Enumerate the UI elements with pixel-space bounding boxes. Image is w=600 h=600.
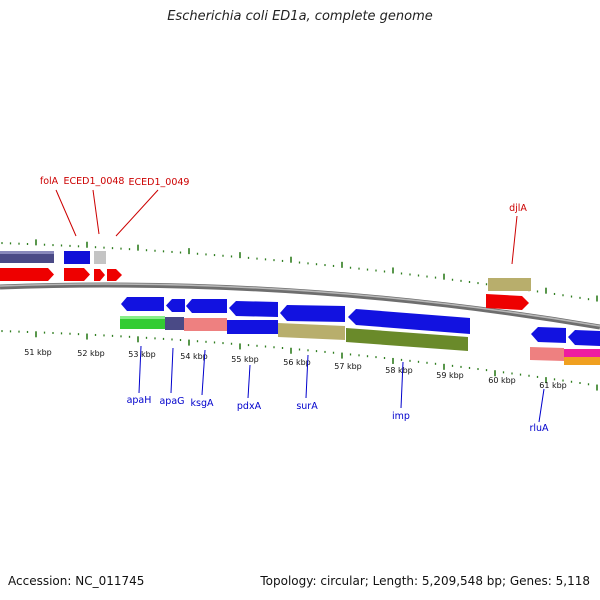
axis-label-51: 51 kbp: [24, 348, 52, 357]
gene-arrow-rluA-a: [531, 327, 566, 343]
gene-block-khaki-djla: [488, 278, 531, 291]
cat-green: [120, 316, 165, 329]
gene-block-gray-left: [94, 251, 106, 264]
gene-arrow-ECED1_0048: [94, 269, 105, 281]
axis-label-58: 58 kbp: [385, 366, 413, 375]
gene-label-djlA: djlA: [509, 203, 527, 214]
axis-label-57: 57 kbp: [334, 362, 362, 371]
gene-arrow-djlA: [486, 294, 529, 310]
gene-arrow-pdxA: [229, 301, 278, 317]
gene-arrow-folA: [64, 268, 90, 281]
accession-text: Accession: NC_011745: [8, 574, 145, 588]
gene-label-ksgA: ksgA: [191, 398, 214, 409]
gene-label-apaG: apaG: [159, 396, 184, 407]
lower-tick-marks: [1, 330, 598, 391]
gene-block-blue-left: [64, 251, 90, 264]
cat-orange: [564, 357, 600, 365]
gene-label-ECED1_0048: ECED1_0048: [64, 176, 125, 187]
gene-arrow-apaH: [121, 297, 164, 311]
cat-purple: [165, 317, 184, 330]
axis-label-54: 54 kbp: [180, 352, 208, 361]
gene-label-ECED1_0049: ECED1_0049: [129, 177, 190, 188]
cat-blue: [227, 320, 278, 334]
gene-label-rluA: rluA: [529, 423, 549, 434]
kbp-axis-labels: 51 kbp 52 kbp 53 kbp 54 kbp 55 kbp 56 kb…: [24, 348, 567, 390]
gene-arrow-red-left: [0, 268, 54, 281]
axis-label-52: 52 kbp: [77, 349, 105, 358]
upper-tick-marks: [1, 239, 598, 302]
top-gene-labels: folA ECED1_0048 ECED1_0049 djlA: [40, 176, 527, 265]
reverse-gene-lane: [121, 297, 600, 346]
gene-arrow-ECED1_0049: [107, 269, 122, 281]
axis-label-61: 61 kbp: [539, 381, 567, 390]
cat-salmon: [184, 318, 227, 331]
topology-text: Topology: circular; Length: 5,209,548 bp…: [260, 574, 590, 588]
gene-label-imp: imp: [392, 411, 410, 422]
axis-label-55: 55 kbp: [231, 355, 259, 364]
forward-upper-lane: [0, 251, 531, 291]
cat-khaki: [278, 323, 345, 340]
axis-label-56: 56 kbp: [283, 358, 311, 367]
axis-label-59: 59 kbp: [436, 371, 464, 380]
gene-arrow-surA: [280, 305, 345, 322]
cat-magenta: [564, 349, 600, 357]
category-lane: [120, 316, 600, 365]
genome-title: Escherichia coli ED1a, complete genome: [167, 9, 433, 24]
gene-label-pdxA: pdxA: [237, 401, 262, 412]
cat-olive: [346, 328, 468, 351]
cat-salmon-right: [530, 347, 564, 361]
gene-arrow-apaG: [166, 299, 185, 312]
gene-label-apaH: apaH: [127, 395, 152, 406]
gene-label-surA: surA: [296, 401, 318, 412]
gene-arrow-imp: [348, 309, 470, 334]
axis-label-60: 60 kbp: [488, 376, 516, 385]
genome-backbone: [0, 282, 600, 330]
forward-gene-lane: [0, 268, 529, 310]
gene-arrow-ksgA: [186, 299, 227, 313]
axis-label-53: 53 kbp: [128, 350, 156, 359]
gene-arrow-rluA-b: [568, 330, 600, 346]
gene-label-folA: folA: [40, 176, 59, 187]
bottom-gene-labels: apaH apaG ksgA pdxA surA imp rluA: [127, 345, 549, 434]
